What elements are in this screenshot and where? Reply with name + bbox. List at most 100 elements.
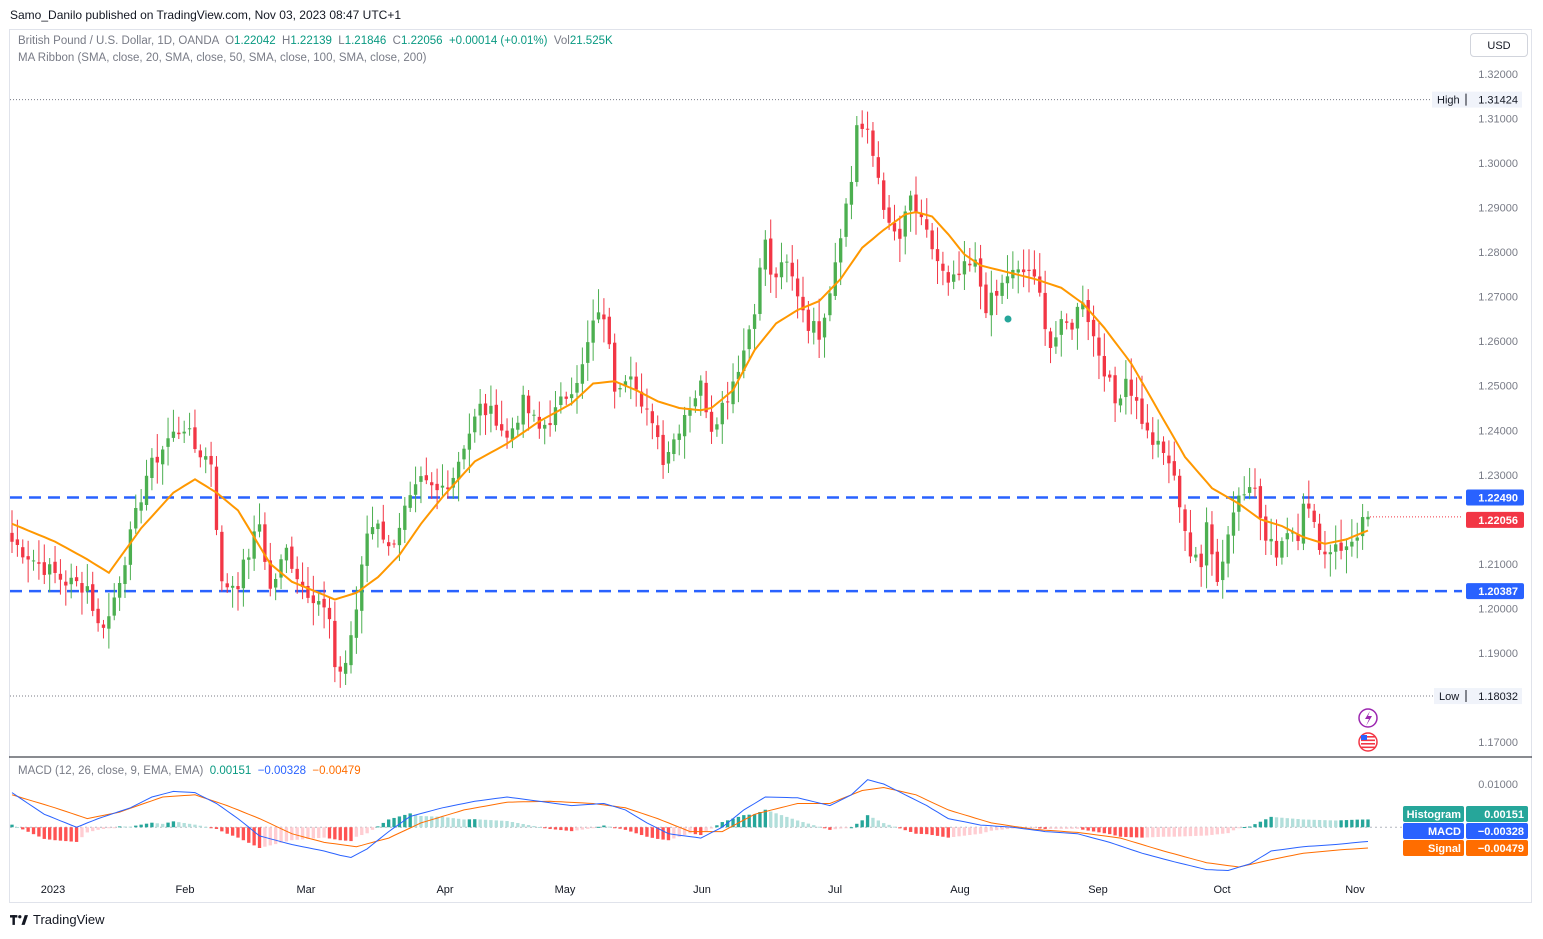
candle: [1059, 310, 1063, 357]
candle: [295, 556, 299, 594]
candle: [392, 539, 396, 548]
macd-hist-bar: [795, 820, 800, 828]
candle: [1199, 544, 1203, 587]
candle: [1280, 537, 1284, 565]
candle-body: [914, 194, 918, 213]
candle: [962, 241, 967, 290]
candle-body: [117, 582, 122, 598]
macd-legend[interactable]: MACD (12, 26, close, 9, EMA, EMA) 0.0015…: [18, 765, 361, 777]
macd-hist-bar: [139, 824, 143, 828]
candle: [160, 445, 165, 485]
macd-hist-bar: [1344, 820, 1349, 828]
level-badge-1: [1466, 583, 1524, 600]
macd-hist-bar: [946, 827, 950, 838]
macd-hist-bar: [521, 824, 525, 828]
candle-body: [704, 382, 708, 413]
candle-body: [941, 263, 945, 271]
macd-hist-bar: [403, 814, 407, 828]
candle: [973, 242, 977, 273]
macd-hist-bar: [1183, 827, 1187, 837]
candle: [354, 586, 359, 654]
candle: [634, 362, 638, 407]
candle: [236, 572, 240, 611]
footer[interactable]: TradingView: [10, 912, 105, 927]
candle: [209, 441, 213, 487]
event-marker-dot: [1004, 315, 1012, 323]
macd-hist-bar: [908, 827, 913, 832]
macd-hist-bar: [1301, 819, 1306, 828]
macd-hist-bar: [715, 825, 719, 828]
candle-body: [774, 273, 778, 278]
candle: [150, 448, 154, 491]
macd-hist-bar: [1290, 818, 1295, 828]
candle-body: [1199, 553, 1203, 568]
candle-body: [1140, 398, 1144, 424]
candle-body: [150, 457, 154, 478]
macd-hist-bar: [1161, 827, 1166, 837]
level-badge-text-0: 1.22490: [1478, 493, 1518, 505]
candle: [559, 382, 563, 414]
macd-hist-bar: [376, 826, 380, 828]
macd-hist-bar: [682, 827, 687, 836]
candle: [1177, 469, 1182, 523]
candle-body: [1021, 269, 1026, 273]
macd-hist-bar: [1210, 827, 1214, 835]
candle-body: [822, 317, 827, 338]
candle: [64, 570, 68, 606]
macd-hist-bar: [564, 827, 568, 831]
macd-badge-value: −0.00328: [1478, 826, 1524, 838]
candle: [838, 228, 843, 286]
candle-body: [752, 314, 757, 329]
candle-body: [80, 583, 84, 593]
currency-button[interactable]: USD: [1470, 33, 1528, 57]
candle-body: [295, 568, 299, 580]
macd-hist-bar: [892, 826, 897, 828]
macd-hist-bar: [419, 816, 423, 828]
macd-hist-bar: [709, 827, 714, 829]
macd-hist-bar: [822, 827, 827, 829]
candle: [230, 576, 235, 608]
macd-hist-bar: [446, 817, 450, 828]
candle: [553, 390, 558, 432]
price-tick-label: 1.24000: [1478, 425, 1518, 437]
candle: [376, 519, 380, 548]
macd-hist-bar: [1360, 819, 1365, 828]
candle-body: [424, 475, 429, 481]
macd-hist-bar: [91, 827, 95, 832]
candle-body: [1339, 542, 1343, 551]
candle: [198, 444, 203, 468]
macd-hist-bar: [838, 827, 843, 829]
price-tick-label: 1.29000: [1478, 203, 1518, 215]
candle-body: [618, 388, 622, 390]
candle: [1124, 360, 1128, 415]
macd-hist-bar: [752, 814, 757, 828]
macd-signal-value: −0.00479: [312, 765, 361, 777]
candle-body: [1064, 321, 1069, 323]
macd-hist-bar: [790, 818, 794, 828]
candle: [21, 539, 25, 564]
candle-body: [505, 430, 509, 438]
symbol-legend[interactable]: British Pound / U.S. Dollar, 1D, OANDA O…: [18, 35, 613, 47]
candle-body: [1269, 538, 1273, 542]
lightning-icon: [1358, 708, 1378, 728]
price-tick-label: 1.31000: [1478, 114, 1518, 126]
indicator-legend[interactable]: MA Ribbon (SMA, close, 20, SMA, close, 5…: [18, 52, 427, 64]
macd-hist-bar: [887, 824, 891, 828]
candle-body: [709, 411, 714, 432]
candle: [763, 230, 768, 286]
macd-hist-bar: [311, 827, 316, 839]
candle-body: [769, 238, 773, 275]
candle-body: [656, 425, 660, 438]
candle-body: [47, 564, 52, 575]
candle-body: [1091, 319, 1096, 337]
candle-body: [333, 620, 337, 668]
macd-hist-bar: [510, 822, 515, 828]
candle-body: [1086, 300, 1090, 323]
candle-body: [1247, 487, 1252, 493]
macd-hist-bar: [483, 819, 488, 828]
macd-hist-bar: [123, 826, 127, 828]
candle-body: [338, 666, 342, 672]
candle-body: [1350, 541, 1354, 547]
candle-body: [871, 130, 875, 156]
